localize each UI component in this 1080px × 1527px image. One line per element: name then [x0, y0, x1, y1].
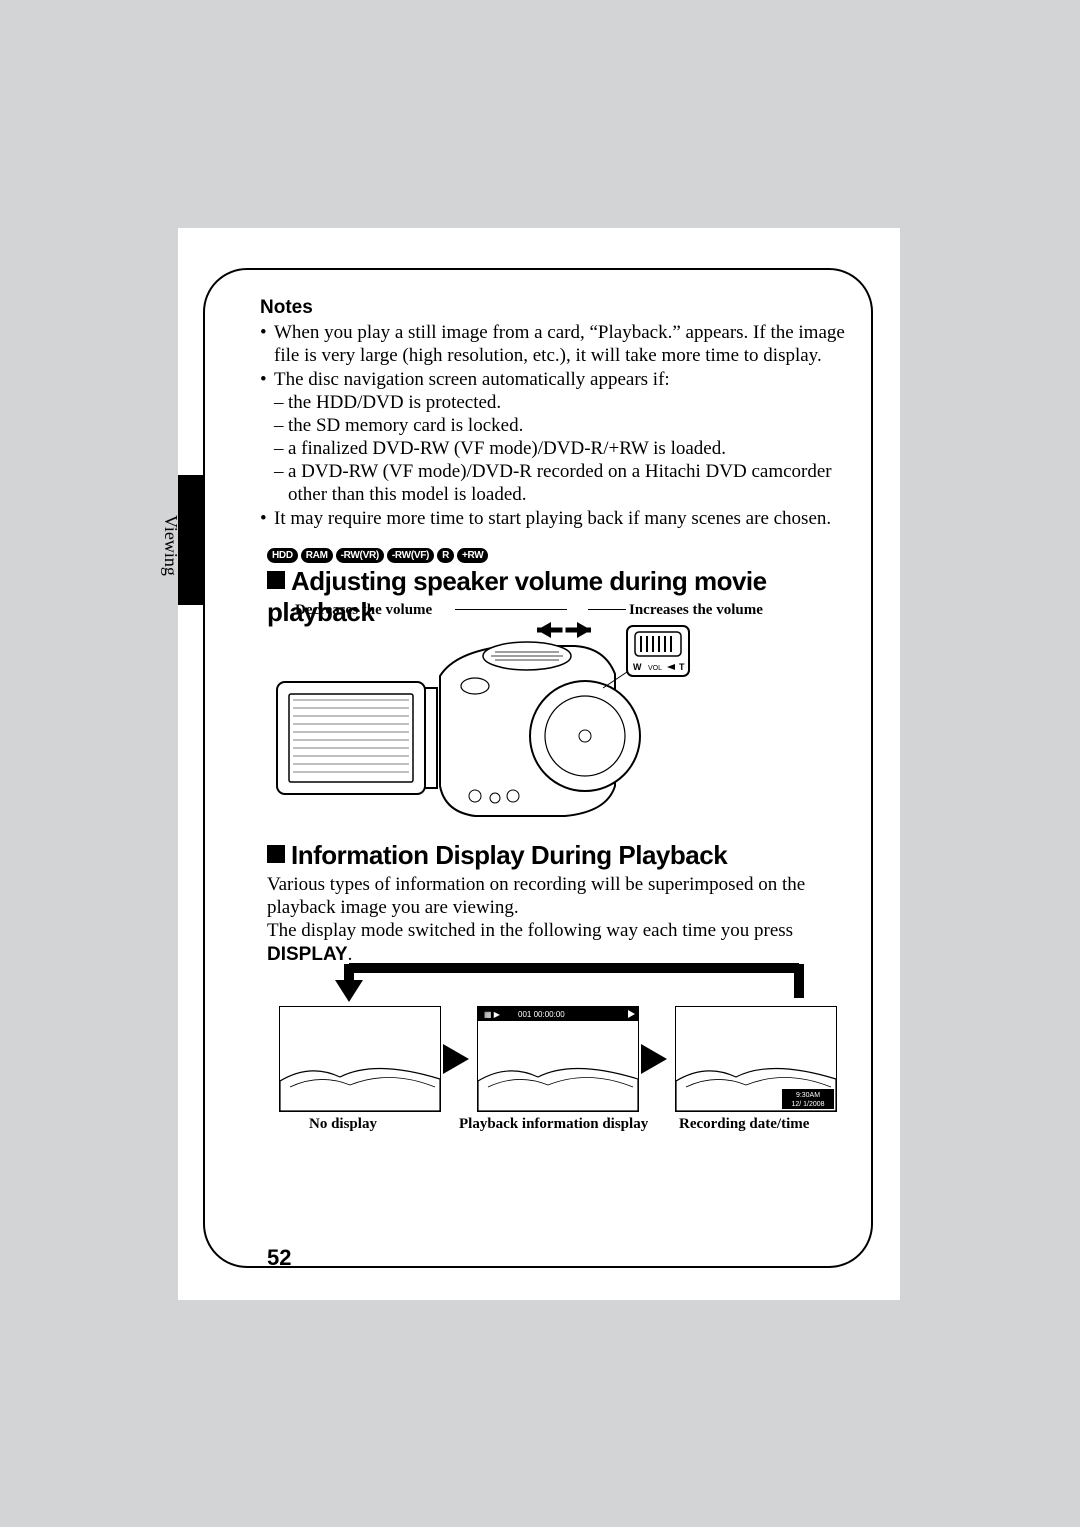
display-cycle-figure: No display ▦ ▶ 001 00:00:00 Playback inf	[279, 958, 839, 1178]
note-item: • The disc navigation screen automatical…	[260, 368, 850, 391]
zoom-t-label: T	[679, 662, 685, 672]
badge-rwvr: -RW(VR)	[336, 548, 384, 563]
dash-icon: –	[274, 414, 288, 437]
badge-rwvf: -RW(VF)	[387, 548, 434, 563]
heading-text: Information Display During Playback	[291, 840, 727, 870]
dash-icon: –	[274, 437, 288, 460]
thumb-playback-info: ▦ ▶ 001 00:00:00	[477, 1006, 639, 1112]
note-text: The disc navigation screen automatically…	[274, 368, 850, 391]
bullet-icon: •	[260, 507, 274, 530]
badge-r: R	[437, 548, 454, 563]
svg-text:12/ 1/2008: 12/ 1/2008	[791, 1101, 824, 1108]
thumb-label-info: Playback information display	[459, 1116, 648, 1133]
thumb-label-date: Recording date/time	[679, 1116, 809, 1133]
bullet-icon: •	[260, 368, 274, 391]
note-text: When you play a still image from a card,…	[274, 321, 850, 367]
note-subitem: – a DVD-RW (VF mode)/DVD-R recorded on a…	[274, 460, 850, 506]
note-subtext: a DVD-RW (VF mode)/DVD-R recorded on a H…	[288, 460, 850, 506]
leader-line-icon	[588, 609, 626, 610]
camcorder-illustration: W VOL T	[275, 616, 695, 828]
right-arrow-icon	[641, 1044, 671, 1074]
thumb-label-none: No display	[309, 1116, 377, 1133]
content-frame: Notes • When you play a still image from…	[203, 268, 873, 1268]
info-body-text: Various types of information on recordin…	[267, 873, 857, 966]
manual-page: Viewing Notes • When you play a still im…	[178, 228, 900, 1300]
badge-plusrw: +RW	[457, 548, 488, 563]
zoom-w-label: W	[633, 662, 642, 672]
leader-line-icon	[455, 609, 567, 610]
note-text: It may require more time to start playin…	[274, 507, 850, 530]
notes-title: Notes	[260, 296, 850, 319]
svg-text:001 00:00:00: 001 00:00:00	[518, 1010, 565, 1019]
note-item: • It may require more time to start play…	[260, 507, 850, 530]
zoom-vol-label: VOL	[648, 665, 662, 672]
dash-icon: –	[274, 391, 288, 414]
thumb-no-display	[279, 1006, 441, 1112]
note-subitem: – the SD memory card is locked.	[274, 414, 850, 437]
note-subtext: the SD memory card is locked.	[288, 414, 850, 437]
note-subtext: the HDD/DVD is protected.	[288, 391, 850, 414]
svg-text:9:30AM: 9:30AM	[796, 1092, 820, 1099]
side-tab-label: Viewing	[160, 515, 181, 576]
note-subitem: – a finalized DVD-RW (VF mode)/DVD-R/+RW…	[274, 437, 850, 460]
info-paragraph: Various types of information on recordin…	[267, 873, 857, 919]
note-item: • When you play a still image from a car…	[260, 321, 850, 367]
svg-text:▦ ▶: ▦ ▶	[484, 1010, 501, 1019]
page-number: 52	[267, 1245, 291, 1271]
heading-information-display: Information Display During Playback	[267, 840, 727, 871]
square-bullet-icon	[267, 845, 285, 863]
square-bullet-icon	[267, 571, 285, 589]
return-arrow-icon	[319, 958, 809, 1006]
thumb-recording-date: 9:30AM 12/ 1/2008	[675, 1006, 837, 1112]
note-subtext: a finalized DVD-RW (VF mode)/DVD-R/+RW i…	[288, 437, 850, 460]
bullet-icon: •	[260, 321, 274, 367]
badge-hdd: HDD	[267, 548, 298, 563]
notes-block: Notes • When you play a still image from…	[260, 296, 850, 530]
right-arrow-icon	[443, 1044, 473, 1074]
media-badges-row: HDD RAM -RW(VR) -RW(VF) R +RW	[267, 548, 488, 563]
badge-ram: RAM	[301, 548, 333, 563]
dash-icon: –	[274, 460, 288, 506]
note-subitem: – the HDD/DVD is protected.	[274, 391, 850, 414]
